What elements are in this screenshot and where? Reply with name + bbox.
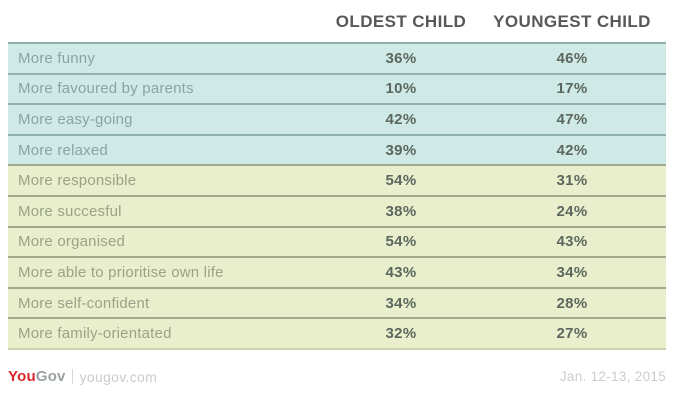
row-label: More self-confident [18,294,150,312]
logo-gov: Gov [35,368,66,385]
table-row: More funny 36% 46% [8,42,666,73]
youngest-child-value: 46% [556,49,588,67]
table-row: More organised 54% 43% [8,225,666,257]
youngest-child-value: 24% [556,202,588,220]
table-row: More family-orientated 32% 27% [8,317,666,348]
youngest-child-value: 31% [556,172,588,190]
column-header-youngest-child: YOUNGEST CHILD [493,12,651,31]
oldest-child-value: 10% [385,80,417,98]
oldest-child-value: 54% [385,172,417,190]
youngest-child-value: 47% [556,110,588,128]
oldest-child-value: 54% [385,233,417,251]
oldest-child-value: 32% [385,325,417,343]
oldest-child-value: 36% [385,49,417,67]
table-row: More responsible 54% 31% [8,164,666,195]
table-row: More relaxed 39% 42% [8,133,666,165]
row-label: More favoured by parents [18,80,194,98]
table-row: More self-confident 34% 28% [8,286,666,318]
youngest-child-value: 27% [556,325,588,343]
row-label: More family-orientated [18,325,172,343]
youngest-child-value: 17% [556,80,588,98]
table-row: More easy-going 42% 47% [8,103,666,134]
table-row: More succesful 38% 24% [8,194,666,226]
row-label: More responsible [18,172,137,190]
logo-you: You [8,368,36,385]
logo-separator [71,369,73,384]
row-label: More organised [18,233,126,251]
table-row: More favoured by parents 10% 17% [8,72,666,104]
yougov-logo: You Gov yougov.com [8,368,157,385]
comparison-table: More funny 36% 46% More favoured by pare… [8,42,666,350]
oldest-child-value: 38% [385,202,417,220]
row-label: More relaxed [18,141,108,159]
youngest-child-value: 34% [556,263,588,281]
row-label: More easy-going [18,110,133,128]
oldest-child-value: 39% [385,141,417,159]
youngest-child-value: 43% [556,233,588,251]
row-label: More funny [18,49,96,67]
row-label: More able to prioritise own life [18,263,224,281]
row-label: More succesful [18,202,122,220]
oldest-child-value: 42% [385,110,417,128]
table-header: OLDEST CHILD YOUNGEST CHILD [8,12,666,32]
youngest-child-value: 42% [556,141,588,159]
oldest-child-value: 43% [385,263,417,281]
column-header-oldest-child: OLDEST CHILD [335,12,467,31]
table-row: More able to prioritise own life 43% 34% [8,256,666,287]
survey-date: Jan. 12-13, 2015 [559,369,666,384]
youngest-child-value: 28% [556,294,588,312]
logo-site-url: yougov.com [79,368,158,385]
oldest-child-value: 34% [385,294,417,312]
footer: You Gov yougov.com Jan. 12-13, 2015 [8,368,666,385]
